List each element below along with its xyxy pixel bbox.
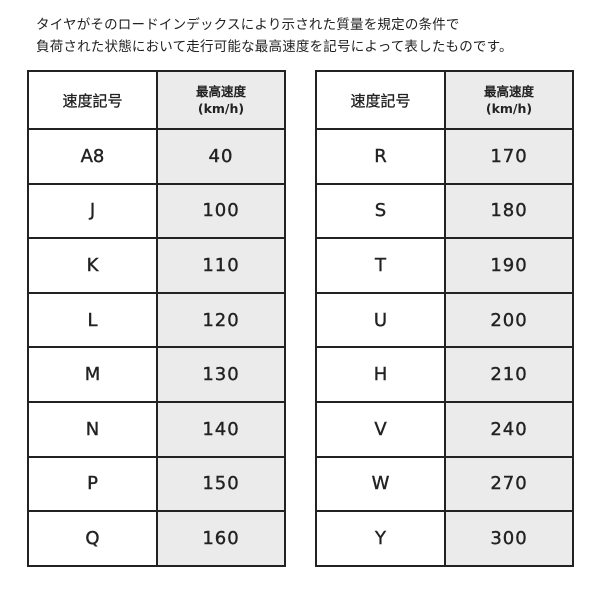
table-row: A8 40 <box>27 128 286 185</box>
max-speed-cell: 110 <box>156 237 286 294</box>
table-row: R 170 <box>315 128 574 185</box>
table-row: S 180 <box>315 182 574 240</box>
intro-line-2: 負荷された状態において走行可能な最高速度を記号によって表したものです。 <box>36 39 513 55</box>
intro-line-1: タイヤがそのロードインデックスにより示された質量を規定の条件で <box>36 17 460 33</box>
max-speed-cell: 140 <box>156 400 286 458</box>
header-speed-unit: (km/h) <box>485 101 533 116</box>
table-row: J 100 <box>27 182 286 240</box>
table-row: Y 300 <box>315 510 574 567</box>
max-speed-cell: 200 <box>444 291 574 349</box>
speed-symbol-cell: L <box>27 291 158 349</box>
table-row: V 240 <box>315 400 574 458</box>
table-row: W 270 <box>315 455 574 513</box>
header-speed: 最高速度 (km/h) <box>444 70 574 130</box>
header-speed: 最高速度 (km/h) <box>156 70 286 130</box>
speed-symbol-cell: J <box>27 182 158 240</box>
speed-symbol-cell: N <box>27 400 158 458</box>
max-speed-cell: 210 <box>444 346 574 403</box>
table-row: M 130 <box>27 346 286 403</box>
table-row: Q 160 <box>27 510 286 567</box>
speed-symbol-cell: T <box>315 237 446 294</box>
speed-symbol-cell: H <box>315 346 446 403</box>
max-speed-cell: 150 <box>156 455 286 513</box>
table-row: P 150 <box>27 455 286 513</box>
intro-text: タイヤがそのロードインデックスにより示された質量を規定の条件で 負荷された状態に… <box>36 14 513 58</box>
max-speed-cell: 130 <box>156 346 286 403</box>
table-row: N 140 <box>27 400 286 458</box>
speed-symbol-cell: W <box>315 455 446 513</box>
max-speed-cell: 240 <box>444 400 574 458</box>
speed-symbol-cell: Y <box>315 510 446 567</box>
max-speed-cell: 270 <box>444 455 574 513</box>
speed-symbol-cell: M <box>27 346 158 403</box>
speed-symbol-cell: A8 <box>27 128 158 185</box>
speed-symbol-cell: Q <box>27 510 158 567</box>
max-speed-cell: 40 <box>156 128 286 185</box>
max-speed-cell: 190 <box>444 237 574 294</box>
table-row: U 200 <box>315 291 574 349</box>
max-speed-cell: 100 <box>156 182 286 240</box>
speed-symbol-cell: V <box>315 400 446 458</box>
table-header-row: 速度記号 最高速度 (km/h) <box>315 70 574 130</box>
max-speed-cell: 120 <box>156 291 286 349</box>
table-row: H 210 <box>315 346 574 403</box>
header-symbol: 速度記号 <box>27 70 158 130</box>
speed-symbol-cell: S <box>315 182 446 240</box>
table-row: K 110 <box>27 237 286 294</box>
max-speed-cell: 180 <box>444 182 574 240</box>
max-speed-cell: 170 <box>444 128 574 185</box>
table-row: T 190 <box>315 237 574 294</box>
speed-symbol-cell: R <box>315 128 446 185</box>
max-speed-cell: 300 <box>444 510 574 567</box>
header-speed-unit: (km/h) <box>197 101 245 116</box>
speed-symbol-cell: P <box>27 455 158 513</box>
header-speed-label: 最高速度 <box>483 84 534 99</box>
header-speed-label: 最高速度 <box>195 84 246 99</box>
header-symbol: 速度記号 <box>315 70 446 130</box>
speed-table-left: 速度記号 最高速度 (km/h) A8 40 J 100 K 110 L 120 M 130 N 140… <box>27 70 286 567</box>
speed-symbol-cell: K <box>27 237 158 294</box>
table-header-row: 速度記号 最高速度 (km/h) <box>27 70 286 130</box>
speed-table-right: 速度記号 最高速度 (km/h) R 170 S 180 T 190 U 200 H 210 V 240… <box>315 70 574 567</box>
max-speed-cell: 160 <box>156 510 286 567</box>
table-row: L 120 <box>27 291 286 349</box>
speed-symbol-cell: U <box>315 291 446 349</box>
